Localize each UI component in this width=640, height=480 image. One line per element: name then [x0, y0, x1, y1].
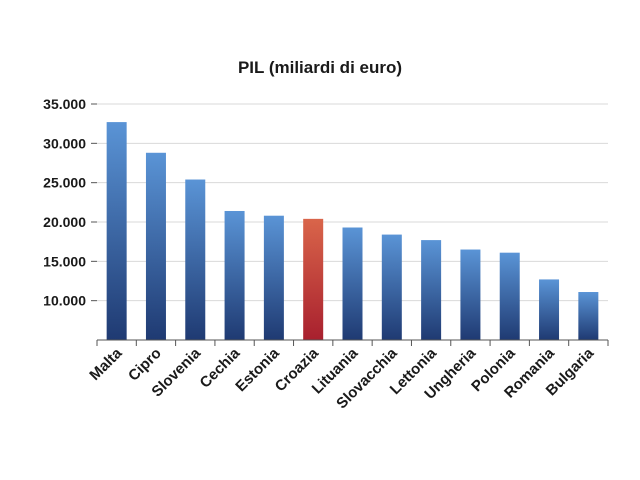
- y-tick-label: 30.000: [43, 135, 86, 151]
- bar-cechia: [224, 210, 245, 340]
- y-axis-ticks: 10.000 15.000 20.000 25.000 30.000 35.000: [43, 96, 97, 309]
- y-tick-label: 35.000: [43, 96, 86, 112]
- y-tick-label: 15.000: [43, 253, 86, 269]
- bar-bulgaria: [578, 292, 599, 340]
- bar-romania: [539, 279, 560, 340]
- bar-estonia: [263, 215, 284, 340]
- bar-cipro: [145, 152, 166, 340]
- bars: [106, 122, 599, 341]
- bar-ungheria: [460, 249, 481, 340]
- bar-slovacchia: [381, 234, 402, 340]
- bar-malta: [106, 122, 127, 341]
- gridlines: [97, 103, 608, 302]
- bar-croazia: [303, 218, 324, 340]
- y-tick-label: 25.000: [43, 175, 86, 191]
- x-axis: [96, 339, 609, 346]
- bar-lituania: [342, 227, 363, 340]
- bar-lettonia: [421, 240, 442, 340]
- y-tick-label: 10.000: [43, 293, 86, 309]
- bar-polonia: [499, 252, 520, 340]
- bar-slovenia: [185, 179, 206, 340]
- chart-title: PIL (miliardi di euro): [238, 58, 402, 77]
- y-tick-label: 20.000: [43, 214, 86, 230]
- x-tick-label: Malta: [86, 344, 126, 384]
- x-axis-ticks: Malta CiproSloveniaCechiaEstoniaCroaziaLi…: [86, 344, 597, 412]
